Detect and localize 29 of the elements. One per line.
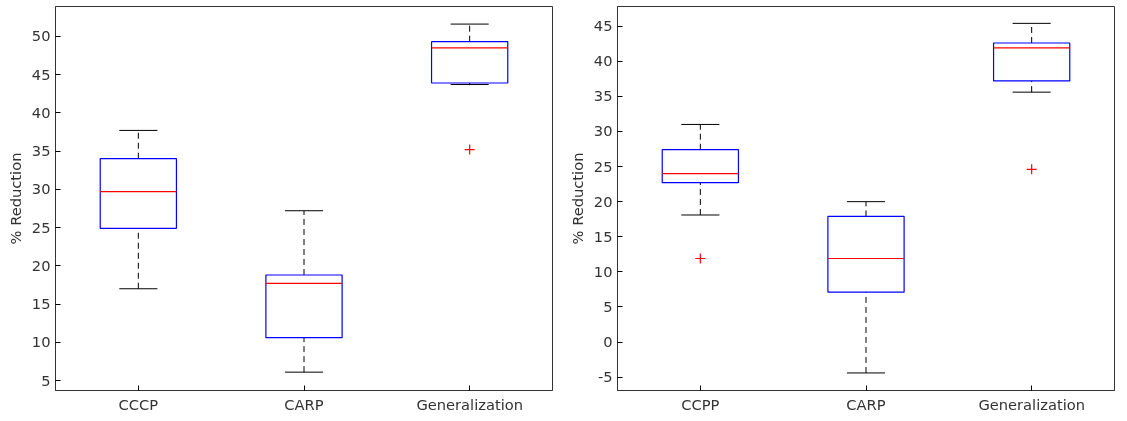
y-tick-label: 25 [593, 157, 613, 175]
y-tick-label: 10 [593, 262, 613, 280]
x-tick-label: CCPP [681, 395, 720, 413]
y-tick-label: 30 [31, 180, 51, 198]
y-tick-label: 40 [593, 52, 613, 70]
x-tick-label: Generalization [416, 395, 523, 413]
y-tick-label: -5 [597, 368, 613, 386]
y-tick-label: 20 [31, 256, 51, 274]
y-tick-label: 5 [41, 371, 51, 389]
y-tick-label: 25 [31, 218, 51, 236]
x-tick-label: CARP [284, 395, 324, 413]
y-tick-label: 5 [603, 297, 613, 315]
y-tick-label: 35 [593, 87, 613, 105]
y-tick-label: 45 [593, 17, 613, 35]
x-tick-label: Generalization [978, 395, 1085, 413]
x-tick-label: CCCP [118, 395, 159, 413]
x-tick-label: CARP [846, 395, 886, 413]
y-tick-label: 30 [593, 122, 613, 140]
y-axis-title: % Reduction [568, 152, 586, 245]
y-axis-title: % Reduction [6, 152, 24, 245]
y-tick-label: 50 [31, 27, 51, 45]
y-tick-label: 0 [603, 333, 613, 351]
y-tick-label: 45 [31, 65, 51, 83]
y-tick-label: 15 [31, 295, 51, 313]
y-tick-label: 35 [31, 142, 51, 160]
y-tick-label: 40 [31, 103, 51, 121]
y-tick-label: 15 [593, 227, 613, 245]
y-tick-label: 10 [31, 333, 51, 351]
y-tick-label: 20 [593, 192, 613, 210]
